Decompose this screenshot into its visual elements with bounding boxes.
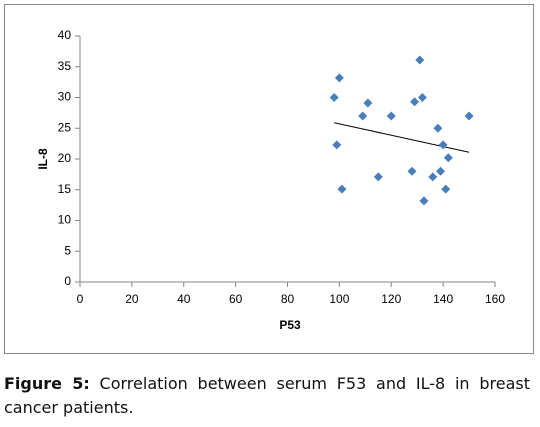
data-point bbox=[438, 140, 448, 150]
data-point bbox=[407, 166, 417, 176]
caption-label: Figure 5: bbox=[4, 374, 90, 393]
data-point bbox=[410, 97, 420, 107]
data-point bbox=[428, 172, 438, 182]
data-point bbox=[464, 111, 474, 121]
chart: P53 IL-8 0 5 10 15 20 25 30 35 40 0 20 40 60 80 100 120… bbox=[36, 28, 505, 332]
data-point bbox=[441, 184, 451, 194]
data-point bbox=[337, 184, 347, 194]
chart-frame bbox=[4, 4, 534, 354]
y-tick-label: 15 bbox=[58, 182, 72, 196]
data-point bbox=[419, 196, 429, 206]
y-tick-label: 20 bbox=[58, 151, 72, 165]
x-tick-label: 160 bbox=[485, 292, 505, 306]
y-axis-title: IL-8 bbox=[36, 148, 50, 170]
data-point bbox=[373, 172, 383, 182]
data-point bbox=[332, 140, 342, 150]
x-tick-label: 100 bbox=[329, 292, 349, 306]
data-point bbox=[415, 55, 425, 65]
y-tick-label: 30 bbox=[58, 90, 72, 104]
y-tick-label: 0 bbox=[64, 274, 71, 288]
x-tick-label: 140 bbox=[433, 292, 453, 306]
x-tick-label: 120 bbox=[381, 292, 401, 306]
data-point bbox=[433, 123, 443, 133]
y-tick-label: 35 bbox=[58, 59, 72, 73]
x-tick-label: 80 bbox=[281, 292, 295, 306]
x-axis-title: P53 bbox=[279, 318, 301, 332]
data-point bbox=[386, 111, 396, 121]
y-tick-label: 5 bbox=[64, 243, 71, 257]
figure-caption: Figure 5: Correlation between serum F53 … bbox=[4, 372, 530, 420]
data-point bbox=[329, 93, 339, 102]
x-tick-label: 0 bbox=[77, 292, 84, 306]
data-point bbox=[443, 153, 453, 163]
data-point bbox=[358, 111, 368, 121]
y-tick-label: 40 bbox=[58, 28, 72, 42]
data-point bbox=[436, 166, 446, 176]
x-tick-label: 60 bbox=[229, 292, 243, 306]
y-tick-label: 25 bbox=[58, 120, 72, 134]
data-point bbox=[334, 73, 344, 83]
caption-text: Correlation between serum F53 and IL-8 i… bbox=[4, 374, 530, 417]
data-point bbox=[363, 98, 373, 108]
y-tick-label: 10 bbox=[58, 213, 72, 227]
x-tick-label: 40 bbox=[177, 292, 191, 306]
data-point bbox=[417, 93, 427, 102]
trendline bbox=[334, 122, 470, 153]
x-tick-label: 20 bbox=[125, 292, 139, 306]
